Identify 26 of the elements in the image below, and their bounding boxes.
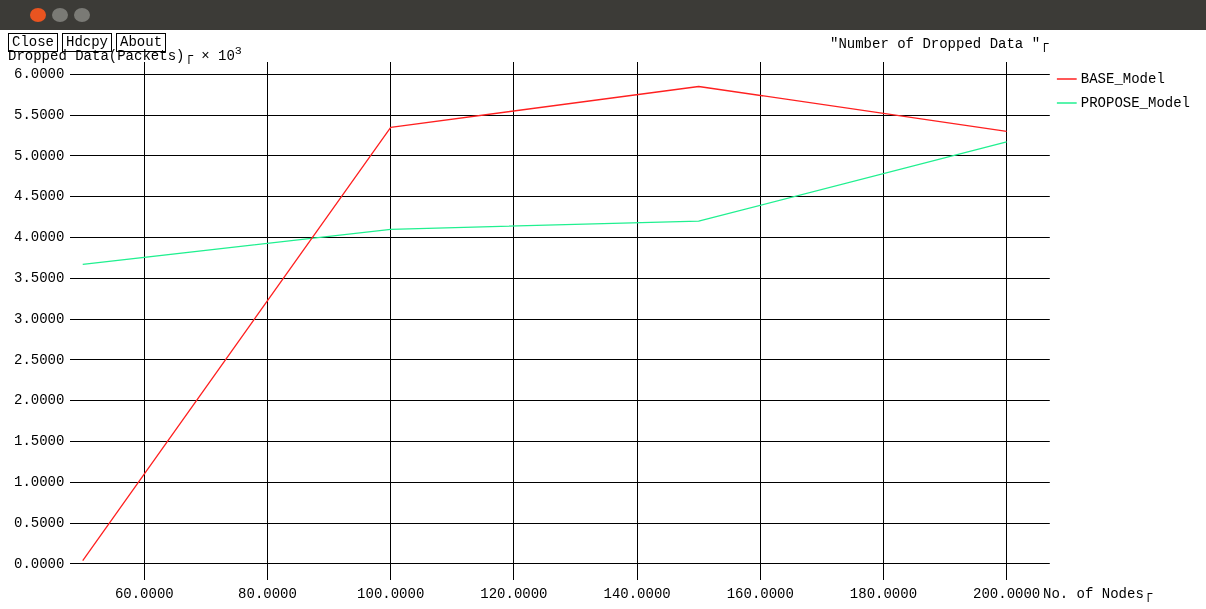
x-tick-label: 120.0000 [480,586,548,603]
x-tick-label: 60.0000 [114,586,174,603]
legend-label: BASE_Model [1080,70,1165,87]
text: Close [8,33,59,52]
x-tick-label: 200.0000 [973,586,1041,603]
y-tick-label: 4.0000 [13,229,65,246]
y-tick-label: 5.0000 [13,147,65,164]
y-tick-label: 2.0000 [13,392,65,409]
chart-title: "Number of Dropped Data "┌ [830,36,1049,52]
y-tick-label: 0.5000 [13,514,65,531]
x-tick-label: 80.0000 [238,586,297,603]
y-tick-label: 1.0000 [13,473,65,490]
y-tick-label: 3.0000 [13,310,65,327]
y-tick-label: 4.5000 [13,188,65,205]
y-tick-label: 5.5000 [13,106,65,123]
y-tick-label: 3.5000 [13,269,65,286]
x-axis-title: No. of Nodes┌ [1043,586,1153,602]
legend-label: PROPOSE_Model [1080,94,1190,111]
y-tick-label: 6.0000 [13,65,65,82]
x-tick-label: 140.0000 [603,586,671,603]
x-tick-label: 100.0000 [357,586,425,603]
y-tick-label: 0.0000 [13,555,65,572]
y-tick-label: 1.5000 [13,433,65,450]
x-tick-label: 160.0000 [726,586,794,603]
y-tick-label: 2.5000 [13,351,65,368]
x-tick-label: 180.0000 [849,586,918,603]
